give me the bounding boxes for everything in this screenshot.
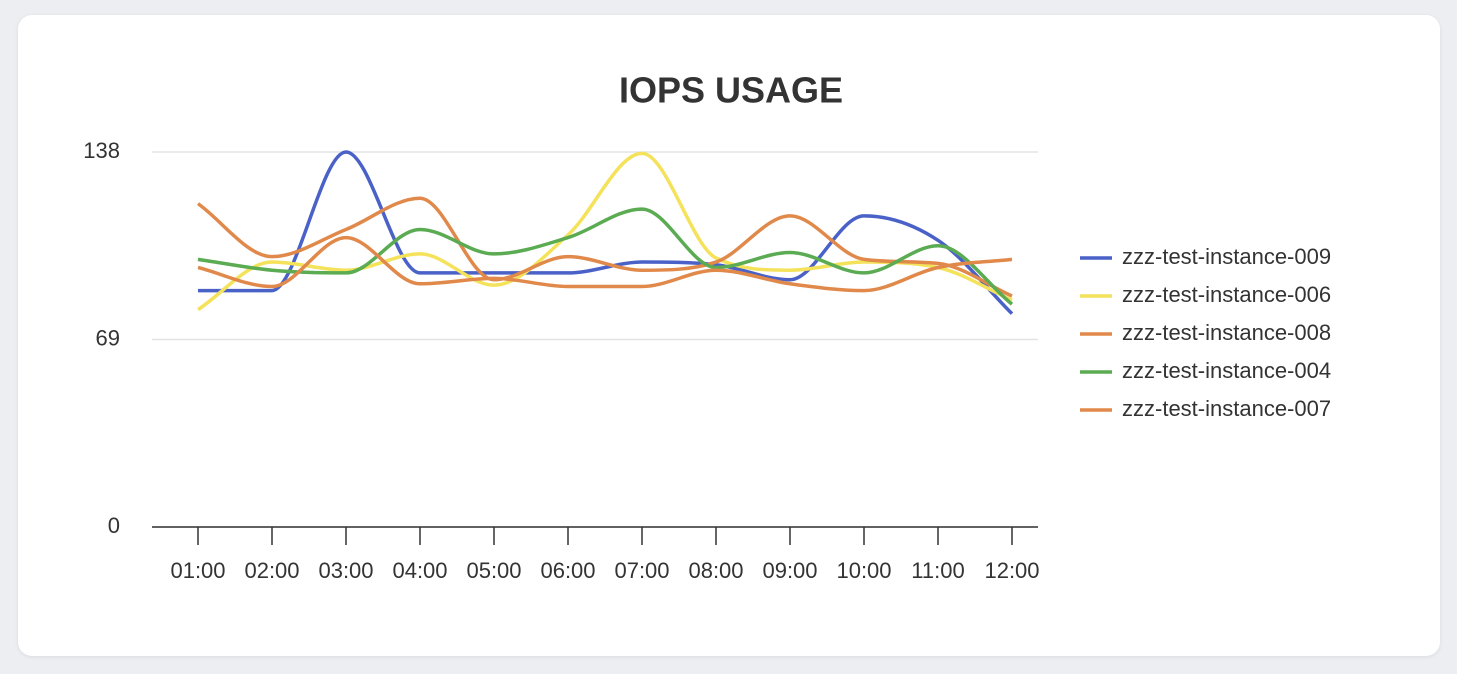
x-tick-label: 05:00 bbox=[466, 558, 521, 583]
series-line bbox=[197, 235, 1013, 293]
x-tick-label: 12:00 bbox=[984, 558, 1039, 583]
series-line bbox=[196, 196, 1013, 298]
x-tick-label: 10:00 bbox=[836, 558, 891, 583]
x-tick-label: 03:00 bbox=[318, 558, 373, 583]
x-tick-label: 02:00 bbox=[244, 558, 299, 583]
legend-label: zzz-test-instance-004 bbox=[1122, 358, 1331, 383]
x-tick-label: 11:00 bbox=[911, 558, 964, 583]
x-tick-label: 08:00 bbox=[688, 558, 743, 583]
y-tick-label: 0 bbox=[108, 513, 120, 538]
series-line bbox=[197, 150, 1014, 315]
series-line bbox=[197, 151, 1013, 312]
x-tick-label: 07:00 bbox=[614, 558, 669, 583]
x-tick-label: 04:00 bbox=[392, 558, 447, 583]
legend-label: zzz-test-instance-006 bbox=[1122, 282, 1331, 307]
y-tick-label: 138 bbox=[83, 138, 120, 163]
legend-label: zzz-test-instance-008 bbox=[1122, 320, 1331, 345]
x-tick-label: 09:00 bbox=[762, 558, 817, 583]
series-line bbox=[197, 207, 1014, 306]
card bbox=[18, 15, 1440, 656]
x-tick-label: 06:00 bbox=[540, 558, 595, 583]
y-tick-label: 69 bbox=[96, 325, 120, 350]
chart-title: IOPS USAGE bbox=[619, 70, 843, 111]
legend-label: zzz-test-instance-009 bbox=[1122, 244, 1331, 269]
legend-label: zzz-test-instance-007 bbox=[1122, 396, 1331, 421]
x-tick-label: 01:00 bbox=[170, 558, 225, 583]
